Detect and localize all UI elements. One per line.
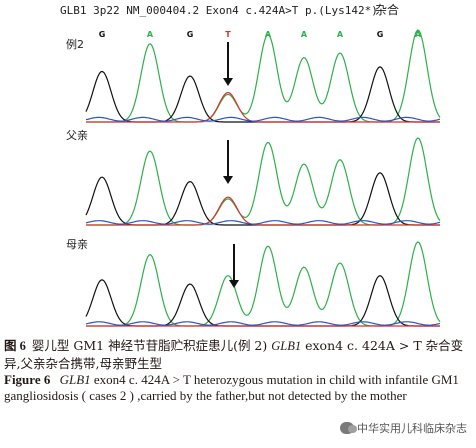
trace-c [85,220,441,225]
trace-a [86,29,441,123]
trace-a [86,241,441,327]
panel-label-proband: 例2 [66,37,84,51]
trace-t [86,196,440,226]
watermark-text: 中华实用儿科临床杂志 [357,422,467,435]
panel-label-mother: 母亲 [66,237,88,251]
chromatogram-panel-father [85,137,441,226]
caption-en-gene: GLB1 [59,372,91,387]
base-call: G [377,30,384,39]
arrow-head [223,176,233,184]
sanger-chromatogram-figure: GLB1 3p22 NM_000404.2 Exon4 c.424A>T p.(… [60,2,441,327]
trace-t [86,91,440,123]
base-call: A [147,30,154,39]
base-call: A [415,30,422,39]
trace-g [85,274,440,327]
base-call: G [187,30,194,39]
base-call: G [99,30,106,39]
figure-number-cn: 图 6 [4,339,26,353]
journal-watermark: 中华实用儿科临床杂志 [337,419,470,437]
trace-c [85,116,441,122]
trace-g [85,172,440,226]
caption-cn-gene: GLB1 [271,339,302,353]
trace-g [85,66,440,123]
caption-en-text: exon4 c. 424A > T heterozygous mutation … [4,372,459,403]
arrow-head [229,280,239,288]
header-gene-line: GLB1 3p22 NM_000404.2 Exon4 c.424A>T p.(… [60,4,378,17]
base-call: A [265,30,272,39]
figure-caption-chinese: 图 6 婴儿型 GM1 神经节苷脂贮积症患儿(例 2) GLB1 exon4 c.… [4,337,472,372]
figure-caption-english: Figure 6 GLB1 exon4 c. 424A > T heterozy… [4,372,472,404]
trace-a [86,137,441,226]
caption-cn-part2: exon4 c. 424A > T 杂合变异,父亲杂合携带,母亲野生型 [4,338,464,371]
header-zygosity: 杂合 [375,2,399,17]
caption-cn-part1: 婴儿型 GM1 神经节苷脂贮积症患儿(例 2) [31,338,268,353]
base-call: A [337,30,344,39]
chromatogram-panel-mother [85,241,441,327]
figure-number-en: Figure 6 [4,372,51,387]
panel-label-father: 父亲 [66,128,88,142]
base-call: T [225,30,231,39]
base-call: A [301,30,308,39]
wechat-icon [340,422,357,434]
arrow-head [223,78,233,86]
trace-c [85,321,441,326]
